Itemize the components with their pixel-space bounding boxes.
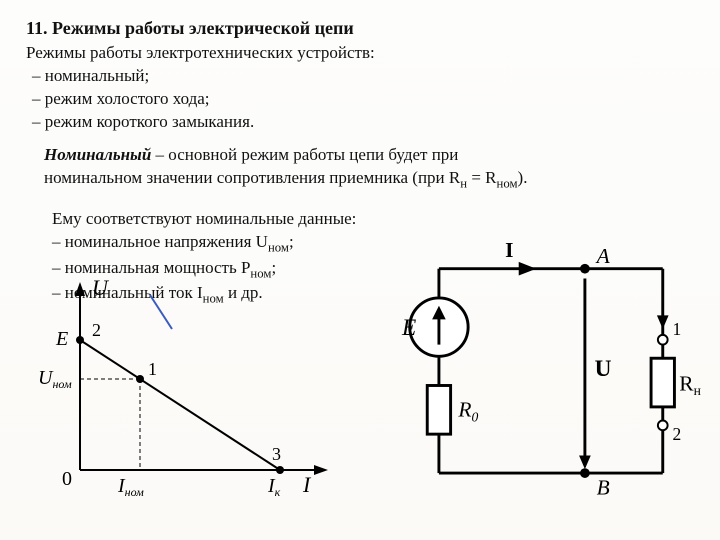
nominal-text-2: номинальном значении сопротивления прием… [44, 168, 460, 187]
current-I-label: I [505, 238, 513, 262]
nominal-paragraph: Номинальный – основной режим работы цепи… [44, 144, 694, 193]
y-tick-E: E [55, 328, 68, 350]
node-A: A [595, 244, 611, 268]
nominal-sub-2: ном [497, 176, 518, 190]
terminal-1-label: 1 [672, 319, 681, 339]
nominal-label: Номинальный [44, 145, 151, 164]
nominal-eq: = R [467, 168, 496, 187]
y-tick-Unom: Uном [38, 367, 72, 391]
point-2-label: 2 [92, 320, 101, 340]
nominal-end: ). [518, 168, 528, 187]
bullet-3: – режим короткого замыкания. [32, 111, 694, 134]
origin-label: 0 [62, 468, 72, 490]
voltage-U-label: U [595, 356, 612, 382]
diagram-area: U I 0 2 E 1 Uном Iном 3 Iк E [0, 230, 720, 530]
point-3-label: 3 [272, 444, 281, 464]
heading-title: 11. Режимы работы электрической цепи [26, 18, 694, 39]
x-axis-label: I [302, 472, 312, 497]
data-intro: Ему соответствуют номинальные данные: [52, 209, 356, 228]
r0-label: R0 [457, 398, 478, 425]
terminal-2-label: 2 [672, 424, 681, 444]
point-1-label: 1 [148, 359, 157, 379]
bullet-1: – номинальный; [32, 65, 694, 88]
emf-label: E [401, 315, 416, 341]
bullet-2: – режим холостого хода; [32, 88, 694, 111]
subtitle: Режимы работы электротехнических устройс… [26, 43, 694, 63]
node-B: B [597, 475, 610, 499]
circuit-diagram: E R0 B A I 1 Rн 2 U [380, 222, 710, 512]
voltage-current-graph: U I 0 2 E 1 Uном Iном 3 Iк [20, 250, 350, 530]
x-tick-Inom: Iном [117, 475, 144, 499]
rn-label: Rн [679, 371, 701, 398]
y-axis-label: U [92, 275, 110, 300]
x-tick-Ik: Iк [267, 475, 281, 499]
nominal-text-1: – основной режим работы цепи будет при [151, 145, 458, 164]
